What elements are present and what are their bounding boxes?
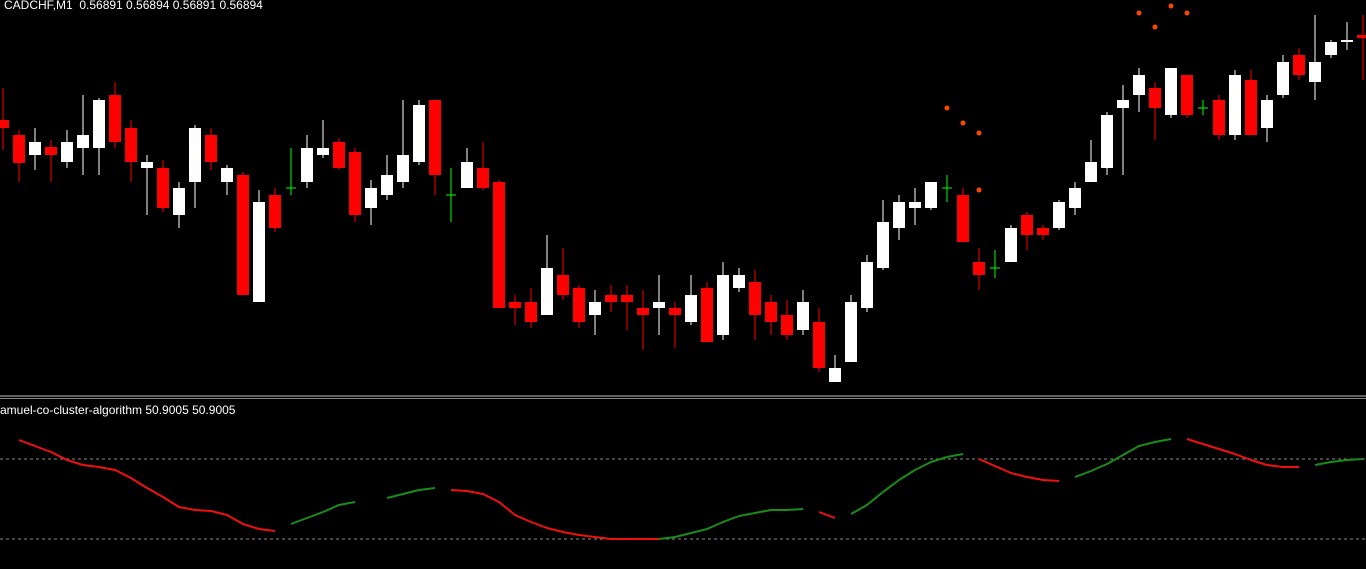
candle-body <box>1005 228 1017 262</box>
candle-body <box>1325 42 1337 55</box>
signal-dot <box>976 130 982 136</box>
candle-body <box>1133 75 1145 95</box>
candle-body <box>461 162 473 188</box>
candle-body <box>45 147 57 155</box>
candle-body <box>557 275 569 295</box>
candle-body <box>797 302 809 330</box>
signal-dot <box>1168 3 1174 9</box>
candle-body <box>237 175 249 295</box>
candle-body <box>93 100 105 148</box>
candle-body <box>29 142 41 155</box>
candle-body <box>189 128 201 182</box>
candle-body <box>653 302 665 308</box>
candle-body <box>1277 62 1289 95</box>
candle-body <box>333 142 345 168</box>
candle-body <box>173 188 185 215</box>
candle-body <box>77 135 89 148</box>
candle-body <box>125 128 137 162</box>
signal-dot <box>944 105 950 111</box>
candle-body <box>637 308 649 315</box>
indicator-line <box>18 438 1299 540</box>
candle-body <box>589 302 601 315</box>
candle-body <box>909 202 921 208</box>
candle-body <box>829 368 841 382</box>
candle-body <box>1261 100 1273 128</box>
chart-title: CADCHF,M1 0.56891 0.56894 0.56891 0.5689… <box>4 0 263 12</box>
candle-body <box>893 202 905 228</box>
candle-body <box>621 295 633 302</box>
candle-body <box>0 120 9 128</box>
candle-body <box>541 268 553 315</box>
candle-body <box>701 288 713 342</box>
candle-body <box>1149 88 1161 108</box>
candle-body <box>221 168 233 182</box>
signal-dot <box>1136 10 1142 16</box>
candle-body <box>1309 62 1321 82</box>
candle-body <box>973 262 985 275</box>
candle-body <box>525 302 537 322</box>
candle-body <box>813 322 825 368</box>
candle-body <box>301 148 313 182</box>
candle-body <box>13 135 25 163</box>
candle-body <box>845 302 857 362</box>
candle-body <box>349 152 361 215</box>
candle-body <box>1293 55 1305 75</box>
candle-body <box>1021 215 1033 235</box>
candle-body <box>141 162 153 168</box>
candle-body <box>1245 80 1257 135</box>
signal-dot <box>960 120 966 126</box>
candle-body <box>1085 162 1097 182</box>
candle-body <box>1117 100 1129 108</box>
candle-body <box>205 135 217 162</box>
signal-dot <box>976 187 982 193</box>
candle-body <box>1165 68 1177 115</box>
candle-body <box>253 202 265 302</box>
candle-body <box>1213 100 1225 135</box>
candle-body <box>429 100 441 175</box>
candle-body <box>749 282 761 315</box>
candle-body <box>413 105 425 162</box>
candle-body <box>1101 115 1113 168</box>
candle-body <box>861 262 873 308</box>
candle-body <box>1181 75 1193 115</box>
candle-body <box>493 182 505 308</box>
candle-body <box>269 195 281 228</box>
candle-body <box>477 168 489 188</box>
candle-body <box>717 275 729 335</box>
candle-body <box>925 182 937 208</box>
candle-body <box>733 275 745 288</box>
candle-body <box>781 315 793 335</box>
candle-body <box>1357 35 1366 38</box>
candle-body <box>877 222 889 268</box>
candle-body <box>1229 75 1241 135</box>
indicator-title: amuel-co-cluster-algorithm 50.9005 50.90… <box>0 403 236 417</box>
signal-dot <box>1184 10 1190 16</box>
candle-body <box>605 295 617 302</box>
signal-dot <box>1152 24 1158 30</box>
candle-body <box>397 155 409 182</box>
candle-body <box>317 148 329 155</box>
candle-body <box>1341 40 1353 42</box>
candle-body <box>365 188 377 208</box>
candle-body <box>669 308 681 315</box>
candle-body <box>509 302 521 308</box>
candle-body <box>957 195 969 242</box>
candle-body <box>765 302 777 322</box>
candle-body <box>1053 202 1065 228</box>
candle-body <box>109 95 121 142</box>
candle-body <box>381 175 393 195</box>
candle-body <box>157 168 169 208</box>
indicator-line <box>290 438 1364 540</box>
candle-body <box>1037 228 1049 235</box>
candle-body <box>573 288 585 322</box>
candle-body <box>61 142 73 162</box>
candle-body <box>685 295 697 322</box>
candle-body <box>1069 188 1081 208</box>
